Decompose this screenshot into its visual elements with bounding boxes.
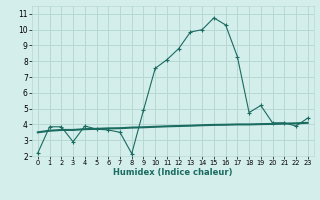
X-axis label: Humidex (Indice chaleur): Humidex (Indice chaleur) <box>113 168 233 177</box>
